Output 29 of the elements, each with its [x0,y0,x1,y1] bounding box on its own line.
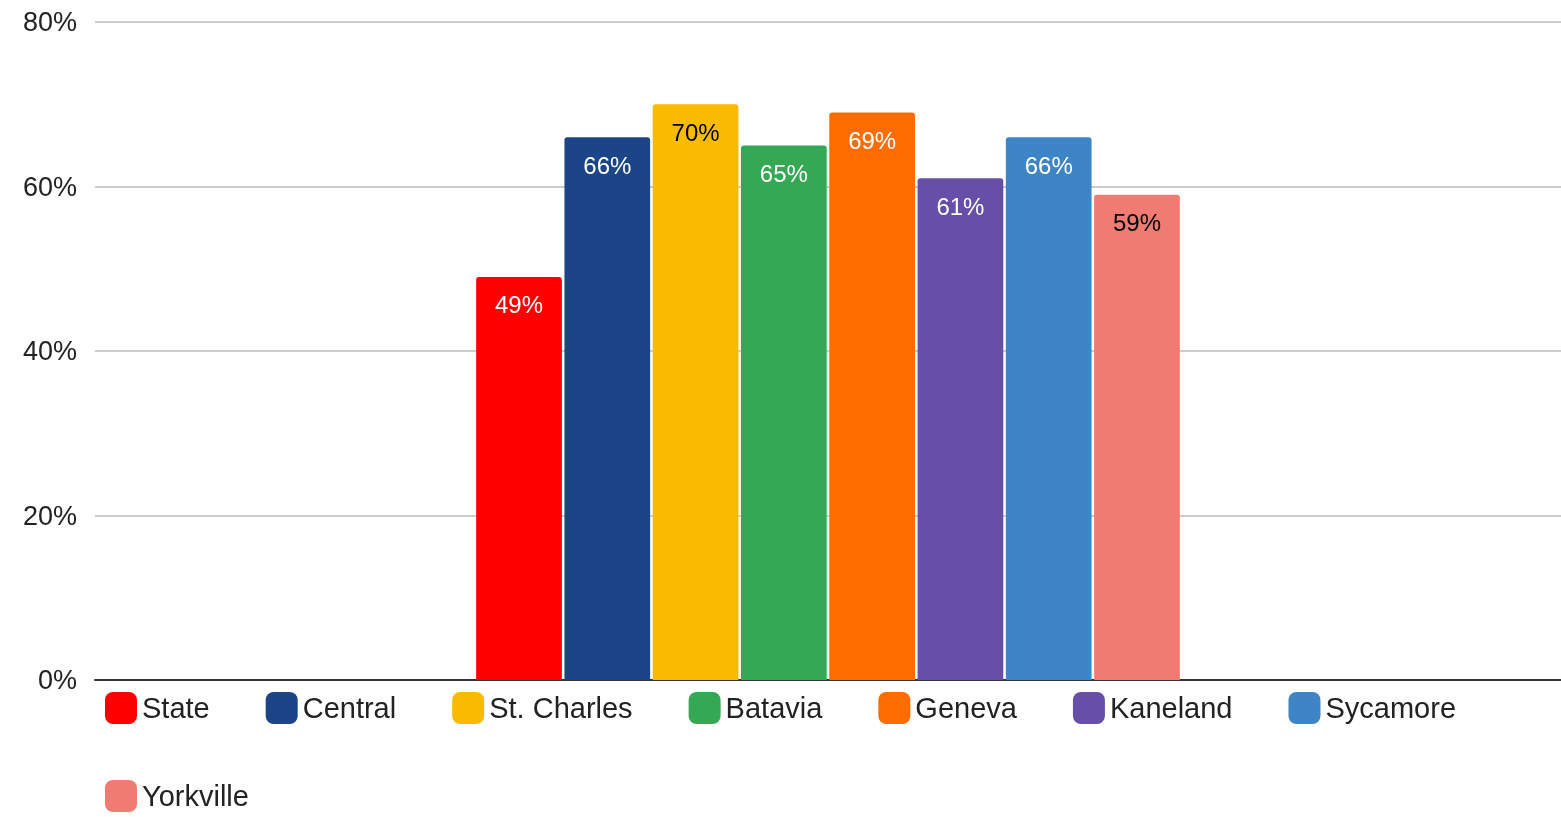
data-label: 61% [936,192,985,220]
legend-label: Geneva [915,692,1018,724]
data-label: 70% [671,118,720,146]
y-tick-label: 80% [22,7,77,37]
data-label: 66% [583,151,632,179]
data-label: 65% [759,159,808,187]
data-label: 66% [1024,151,1073,179]
bar [829,112,915,680]
y-tick-label: 40% [22,336,77,366]
bar [1005,137,1092,680]
data-label: 69% [848,126,897,154]
legend-label: Kaneland [1109,692,1233,724]
y-tick-label: 60% [22,171,77,202]
legend-label: Central [302,692,397,724]
bar [917,178,1004,680]
legend-label: St. Charles [489,692,633,724]
legend-label: State [141,692,210,724]
data-label: 59% [1112,209,1162,237]
bar [741,145,827,680]
bar [1094,194,1180,680]
legend-label: Batavia [725,692,824,724]
bar [476,276,562,680]
y-tick-label: 20% [22,500,77,531]
legend-label: Yorkville [141,780,249,812]
data-label: 49% [494,291,544,319]
legend-label: Sycamore [1325,692,1457,724]
bar [564,137,651,680]
bar [652,104,739,680]
y-tick-label: 0% [37,665,77,695]
